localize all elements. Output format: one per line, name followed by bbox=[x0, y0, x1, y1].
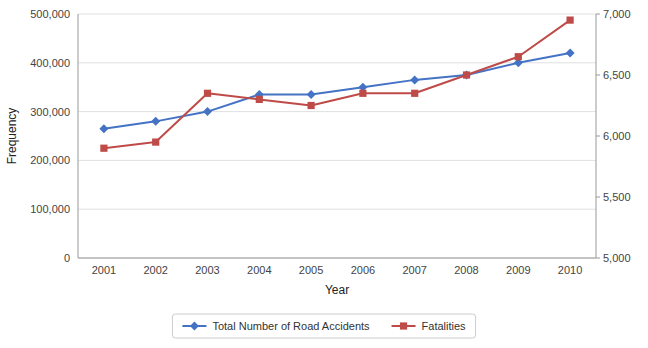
grid-line bbox=[78, 14, 596, 15]
y-tick-label: 400,000 bbox=[30, 57, 70, 69]
point bbox=[566, 49, 575, 58]
x-tick-label: 2008 bbox=[454, 264, 478, 276]
point bbox=[204, 90, 211, 97]
line bbox=[104, 20, 570, 148]
point bbox=[99, 124, 108, 133]
point bbox=[462, 71, 471, 80]
y-tick-label: 300,000 bbox=[30, 106, 70, 118]
line bbox=[104, 53, 570, 129]
y-axis-line bbox=[78, 14, 79, 258]
x-tick-label: 2003 bbox=[195, 264, 219, 276]
legend: Total Number of Road Accidents Fatalities bbox=[172, 314, 475, 338]
x-tick-label: 2002 bbox=[143, 264, 167, 276]
x-tick-label: 2007 bbox=[402, 264, 426, 276]
point bbox=[100, 145, 107, 152]
point bbox=[359, 90, 366, 97]
point bbox=[308, 102, 315, 109]
y-tick-label: 100,000 bbox=[30, 203, 70, 215]
point bbox=[203, 107, 212, 116]
x-tick-label: 2005 bbox=[299, 264, 323, 276]
grid-line bbox=[78, 111, 596, 112]
legend-label: Fatalities bbox=[422, 320, 467, 332]
x-axis-label: Year bbox=[325, 283, 349, 297]
y2-tick bbox=[596, 75, 600, 76]
grid bbox=[78, 14, 596, 258]
y2-tick-label: 6,500 bbox=[603, 69, 631, 81]
point bbox=[515, 53, 522, 60]
legend-item: Fatalities bbox=[392, 320, 467, 332]
y2-axis-line bbox=[596, 14, 597, 258]
y2-tick-label: 7,000 bbox=[603, 8, 631, 20]
point bbox=[410, 75, 419, 84]
y2-tick-label: 5,000 bbox=[603, 252, 631, 264]
legend-marker bbox=[190, 322, 199, 331]
grid-line bbox=[78, 209, 596, 210]
y2-tick bbox=[596, 197, 600, 198]
legend-box bbox=[172, 314, 475, 338]
legend-item: Total Number of Road Accidents bbox=[182, 320, 370, 332]
x-axis-line bbox=[78, 258, 596, 259]
point bbox=[463, 71, 470, 78]
y-axis-label: Frequency bbox=[5, 108, 19, 165]
legend-marker bbox=[400, 322, 407, 329]
grid-line bbox=[78, 258, 596, 259]
y2-tick-label: 5,500 bbox=[603, 191, 631, 203]
x-tick-label: 2004 bbox=[247, 264, 271, 276]
grid-line bbox=[78, 160, 596, 161]
x-tick-label: 2006 bbox=[351, 264, 375, 276]
y-tick-label: 0 bbox=[64, 252, 70, 264]
marks bbox=[99, 17, 574, 152]
point bbox=[152, 139, 159, 146]
y-tick-label: 500,000 bbox=[30, 8, 70, 20]
y-tick-label: 200,000 bbox=[30, 154, 70, 166]
y2-tick bbox=[596, 14, 600, 15]
chart: 0 100,000 200,000 300,000 400,000 500,000 5,00… bbox=[0, 0, 648, 348]
point bbox=[567, 17, 574, 24]
x-tick-label: 2010 bbox=[558, 264, 582, 276]
y2-tick-label: 6,000 bbox=[603, 130, 631, 142]
point bbox=[307, 90, 316, 99]
y2-tick bbox=[596, 136, 600, 137]
series bbox=[100, 17, 573, 152]
plot-area bbox=[78, 14, 596, 258]
x-tick-label: 2009 bbox=[506, 264, 530, 276]
point bbox=[256, 96, 263, 103]
point bbox=[411, 90, 418, 97]
legend-label: Total Number of Road Accidents bbox=[212, 320, 370, 332]
x-tick-label: 2001 bbox=[92, 264, 116, 276]
y2-tick bbox=[596, 258, 600, 259]
point bbox=[151, 117, 160, 126]
